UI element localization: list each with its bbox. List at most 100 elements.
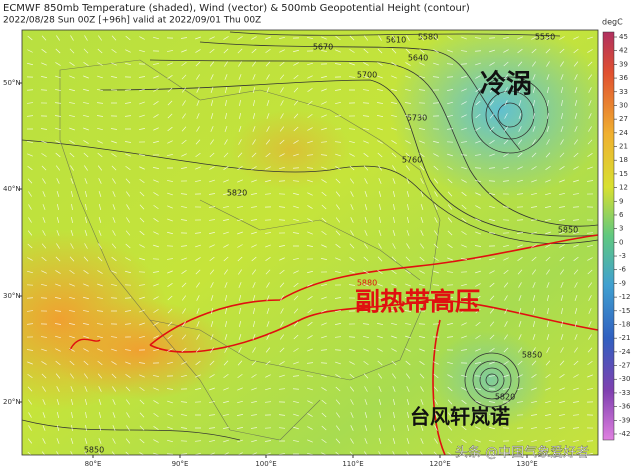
wind-vector <box>405 360 411 366</box>
wind-vector <box>111 361 117 365</box>
wind-vector <box>96 297 104 299</box>
wind-vector <box>166 453 174 455</box>
wind-vector <box>545 387 551 391</box>
wind-vector <box>238 139 242 145</box>
wind-vector <box>266 87 270 93</box>
wind-vector <box>84 230 88 236</box>
wind-vector <box>194 232 202 234</box>
wind-vector <box>475 308 481 314</box>
wind-vector <box>306 167 314 169</box>
wind-vector <box>447 153 453 157</box>
wind-vector <box>391 296 397 300</box>
wind-vector <box>390 102 398 104</box>
wind-vector <box>545 256 551 262</box>
wind-vector <box>41 153 47 157</box>
wind-vector <box>377 48 383 54</box>
wind-vector <box>406 35 410 41</box>
wind-vector <box>418 115 426 117</box>
wind-vector <box>167 231 173 235</box>
wind-vector <box>475 75 481 79</box>
wind-vector <box>546 334 550 340</box>
wind-vector <box>350 230 354 236</box>
wind-vector <box>363 152 369 158</box>
wind-vector <box>307 192 313 196</box>
wind-vector <box>26 115 34 117</box>
wind-vector <box>293 361 299 365</box>
wind-vector <box>138 335 146 339</box>
wind-vector <box>306 245 314 247</box>
wind-vector <box>335 399 341 405</box>
wind-vector <box>546 74 550 80</box>
wind-vector <box>348 284 356 286</box>
wind-vector <box>364 425 368 431</box>
wind-vector <box>461 399 467 405</box>
wind-vector <box>69 127 75 131</box>
wind-vector <box>224 282 228 288</box>
contour-label: 5610 <box>386 36 406 45</box>
wind-vector <box>83 296 89 300</box>
wind-vector <box>112 399 116 405</box>
wind-vector <box>517 179 523 183</box>
wind-vector <box>461 88 467 92</box>
wind-vector <box>28 399 32 405</box>
wind-vector <box>364 438 368 444</box>
wind-vector <box>364 386 368 392</box>
wind-vector <box>447 374 453 378</box>
wind-vector <box>559 387 565 391</box>
wind-vector <box>28 425 32 431</box>
wind-vector <box>545 439 551 443</box>
wind-vector <box>378 386 382 392</box>
wind-vector <box>378 399 382 405</box>
wind-vector <box>40 336 48 338</box>
colorbar-tick-label: 15 <box>619 170 628 178</box>
wind-vector <box>82 102 90 104</box>
wind-vector <box>461 166 467 170</box>
wind-vector <box>489 413 495 417</box>
wind-vector <box>210 87 214 93</box>
colorbar-tick-label: 36 <box>619 74 628 82</box>
wind-vector <box>223 179 229 183</box>
wind-vector <box>55 75 61 79</box>
wind-vector <box>335 374 341 378</box>
wind-vector <box>83 360 89 366</box>
wind-vector <box>349 348 355 352</box>
wind-vector <box>167 62 173 66</box>
wind-vector <box>251 152 257 158</box>
wind-vector <box>195 257 201 261</box>
wind-vector <box>237 192 243 196</box>
wind-vector <box>545 179 551 183</box>
wind-vector <box>573 244 579 248</box>
wind-vector <box>292 388 300 390</box>
wind-vector <box>531 231 537 235</box>
wind-vector <box>376 115 384 117</box>
wind-vector <box>488 375 496 377</box>
wind-vector <box>560 112 564 120</box>
colorbar-tick-label: 21 <box>619 143 628 151</box>
wind-vector <box>41 373 47 379</box>
wind-vector <box>41 140 47 144</box>
wind-vector <box>97 256 103 262</box>
wind-vector <box>71 411 73 419</box>
wind-vector <box>237 48 243 54</box>
wind-vector <box>307 75 313 79</box>
wind-vector <box>223 373 229 379</box>
wind-vector <box>56 243 60 249</box>
wind-vector <box>125 386 131 392</box>
wind-vector <box>489 426 495 430</box>
wind-vector <box>433 140 439 144</box>
wind-vector <box>348 76 356 78</box>
wind-vector <box>560 282 564 288</box>
wind-vector <box>378 438 382 444</box>
wind-vector <box>364 217 368 223</box>
wind-vector <box>223 360 229 366</box>
wind-vector <box>446 271 454 273</box>
colorbar-tick-label: -30 <box>619 375 630 383</box>
wind-vector <box>280 295 284 301</box>
lon-label: 130°E <box>516 460 537 468</box>
wind-vector <box>208 206 216 208</box>
wind-vector <box>209 387 215 391</box>
wind-vector <box>544 218 552 222</box>
wind-vector <box>27 361 33 365</box>
wind-vector <box>125 257 131 261</box>
wind-vector <box>195 244 201 248</box>
